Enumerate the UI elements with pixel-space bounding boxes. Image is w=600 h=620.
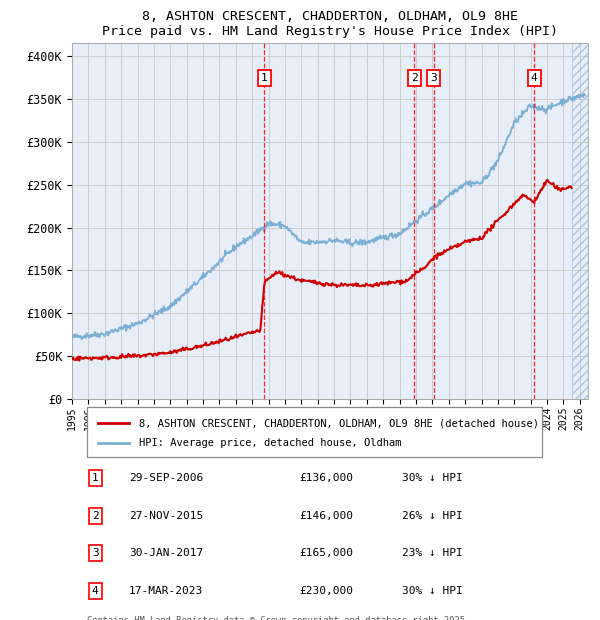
Text: 3: 3 bbox=[92, 548, 98, 559]
Text: 4: 4 bbox=[92, 586, 98, 596]
Text: 1: 1 bbox=[261, 73, 268, 82]
Text: 4: 4 bbox=[531, 73, 538, 82]
Text: HPI: Average price, detached house, Oldham: HPI: Average price, detached house, Oldh… bbox=[139, 438, 401, 448]
Text: 2: 2 bbox=[92, 511, 98, 521]
Text: 1: 1 bbox=[92, 473, 98, 483]
Text: Contains HM Land Registry data © Crown copyright and database right 2025.
This d: Contains HM Land Registry data © Crown c… bbox=[88, 616, 471, 620]
Text: 8, ASHTON CRESCENT, CHADDERTON, OLDHAM, OL9 8HE (detached house): 8, ASHTON CRESCENT, CHADDERTON, OLDHAM, … bbox=[139, 418, 539, 428]
FancyBboxPatch shape bbox=[88, 407, 542, 458]
Text: 17-MAR-2023: 17-MAR-2023 bbox=[129, 586, 203, 596]
Title: 8, ASHTON CRESCENT, CHADDERTON, OLDHAM, OL9 8HE
Price paid vs. HM Land Registry': 8, ASHTON CRESCENT, CHADDERTON, OLDHAM, … bbox=[102, 10, 558, 38]
Text: £230,000: £230,000 bbox=[299, 586, 353, 596]
Text: 30% ↓ HPI: 30% ↓ HPI bbox=[402, 586, 463, 596]
Text: £136,000: £136,000 bbox=[299, 473, 353, 483]
Text: 3: 3 bbox=[430, 73, 437, 82]
Text: £165,000: £165,000 bbox=[299, 548, 353, 559]
Text: £146,000: £146,000 bbox=[299, 511, 353, 521]
Text: 30% ↓ HPI: 30% ↓ HPI bbox=[402, 473, 463, 483]
Text: 27-NOV-2015: 27-NOV-2015 bbox=[129, 511, 203, 521]
Text: 29-SEP-2006: 29-SEP-2006 bbox=[129, 473, 203, 483]
Text: 23% ↓ HPI: 23% ↓ HPI bbox=[402, 548, 463, 559]
Text: 26% ↓ HPI: 26% ↓ HPI bbox=[402, 511, 463, 521]
Text: 30-JAN-2017: 30-JAN-2017 bbox=[129, 548, 203, 559]
Text: 2: 2 bbox=[411, 73, 418, 82]
